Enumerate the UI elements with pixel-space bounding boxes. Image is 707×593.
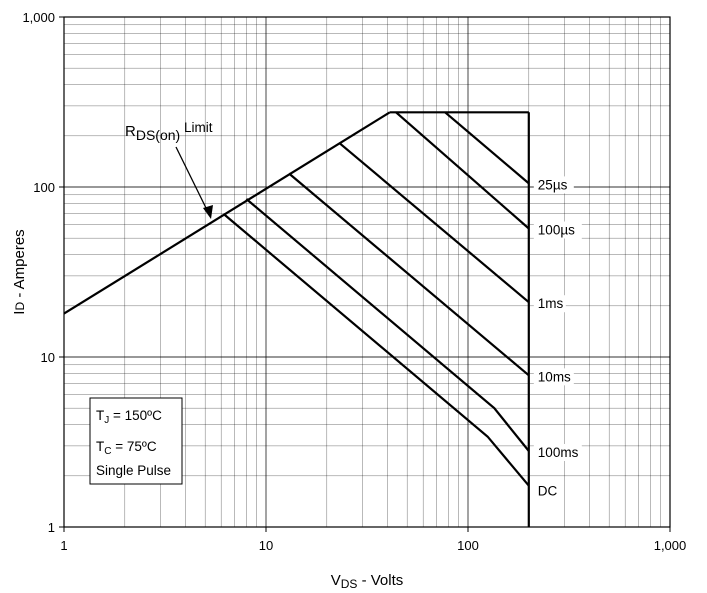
x-tick-label: 10: [259, 538, 273, 553]
series-label: 100µs: [538, 223, 575, 238]
x-tick-label: 100: [457, 538, 479, 553]
series-label-bg: [533, 482, 558, 500]
series-label-bg: [533, 368, 574, 386]
series-label: 25µs: [538, 177, 568, 192]
rds-limit-arrow-head: [203, 205, 213, 219]
series-line-1: [444, 111, 530, 185]
y-tick-label: 1,000: [22, 10, 55, 25]
y-axis-label: ID - Amperes: [11, 229, 28, 314]
plot-frame: [63, 16, 671, 528]
series-line-4: [288, 172, 530, 377]
curves: [63, 111, 530, 527]
conditions-box: [89, 397, 183, 485]
series-labels: 25µs 100µs 1ms 10ms 100ms DC: [533, 176, 582, 500]
series-label: DC: [538, 484, 558, 499]
y-tick-label: 100: [33, 180, 55, 195]
series-line-6: [223, 213, 530, 487]
tick-labels: 1 10 100 1,000 1 10 100 1,000: [22, 10, 686, 553]
series-label-bg: [533, 221, 582, 239]
x-tick-label: 1,000: [654, 538, 687, 553]
series-label: 10ms: [538, 369, 571, 384]
condition-single-pulse: Single Pulse: [96, 463, 171, 478]
series-label-bg: [533, 176, 574, 194]
rds-limit-arrow-line: [175, 146, 209, 213]
rds-limit-label: RDS(on) Limit: [125, 120, 213, 143]
x-tick-label: 1: [60, 538, 67, 553]
x-axis-label: VDS - Volts: [331, 572, 404, 591]
condition-tc: TC = 75ºC: [96, 439, 157, 457]
condition-tj: TJ = 150ºC: [96, 408, 162, 426]
y-tick-label: 1: [48, 520, 55, 535]
series-label-bg: [533, 295, 566, 313]
series-label-bg: [533, 443, 582, 461]
series-line-2: [395, 111, 530, 230]
series-label: 100ms: [538, 445, 579, 460]
rds-on-limit-line: [63, 111, 391, 315]
series-label: 1ms: [538, 296, 564, 311]
y-tick-label: 10: [41, 350, 55, 365]
series-line-3: [338, 141, 530, 304]
series-line-5: [245, 198, 530, 452]
